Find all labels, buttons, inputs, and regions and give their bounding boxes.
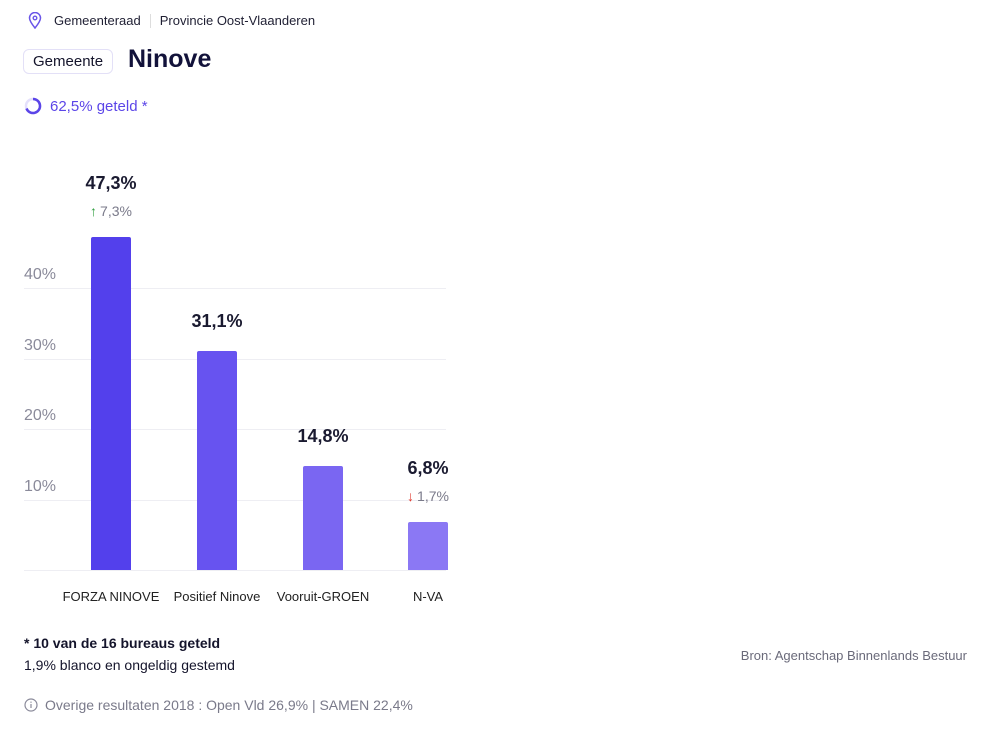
value-label: 31,1% <box>191 311 243 332</box>
x-tick-label: FORZA NINOVE <box>62 589 160 604</box>
value-label: 6,8% <box>407 458 449 479</box>
progress-label: 62,5% geteld * <box>50 97 148 115</box>
arrow-down-icon: ↓ <box>407 488 415 505</box>
bar-vooruit-groen <box>303 465 343 570</box>
progress-status: 62,5% geteld * <box>24 97 148 115</box>
change-value: 7,3% <box>100 203 132 219</box>
other-results: Overige resultaten 2018 : Open Vld 26,9%… <box>24 697 413 713</box>
gridline <box>24 288 446 290</box>
progress-spinner-icon <box>24 97 42 115</box>
value-label: 47,3% <box>85 173 137 193</box>
location-pin-icon <box>28 12 42 29</box>
y-tick-label: 20% <box>24 407 57 425</box>
y-tick-label: 10% <box>24 477 57 495</box>
y-tick-label: 30% <box>24 336 57 354</box>
value-label: 14,8% <box>297 425 349 446</box>
change-label: ↑ 7,3% <box>51 203 171 219</box>
y-tick-label: 40% <box>24 266 57 284</box>
x-tick-label: N-VA <box>412 589 444 604</box>
other-results-text: Overige resultaten 2018 : Open Vld 26,9%… <box>45 697 413 713</box>
bureaus-note: * 10 van de 16 bureaus geteld <box>24 635 221 651</box>
bar-forza-ninove <box>91 237 131 570</box>
breadcrumb: Gemeenteraad Provincie Oost-Vlaanderen <box>28 12 315 29</box>
page-title: Ninove <box>128 45 212 73</box>
bar-n-va <box>408 522 448 570</box>
arrow-up-icon: ↑ <box>90 203 98 219</box>
breadcrumb-item[interactable]: Gemeenteraad <box>54 13 141 28</box>
x-tick-label: Vooruit-GROEN <box>276 589 370 604</box>
breadcrumb-item[interactable]: Provincie Oost-Vlaanderen <box>159 13 316 28</box>
info-icon <box>24 698 38 712</box>
change-label: ↓ 1,7% <box>368 488 488 504</box>
bar-positief-ninove <box>197 351 237 570</box>
baseline <box>24 570 446 571</box>
blank-votes-note: 1,9% blanco en ongeldig gestemd <box>24 657 235 673</box>
type-badge: Gemeente <box>23 49 114 74</box>
change-value: 1,7% <box>417 488 449 505</box>
divider <box>149 13 151 28</box>
source-label: Bron: Agentschap Binnenlands Bestuur <box>740 648 967 663</box>
x-tick-label: Positief Ninove <box>173 589 261 604</box>
